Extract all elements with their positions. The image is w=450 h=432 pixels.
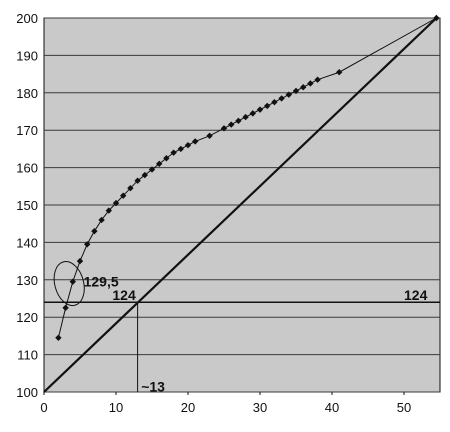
data-point (271, 98, 278, 106)
x-tick-label: 0 (40, 400, 47, 415)
x-tick-label: 30 (253, 400, 267, 415)
x-tick-label: 10 (109, 400, 123, 415)
y-tick-label: 170 (16, 123, 38, 138)
series-line (43, 17, 438, 393)
data-point (84, 241, 91, 248)
data-point (228, 121, 235, 128)
y-tick-label: 160 (16, 161, 38, 176)
data-point (148, 166, 156, 173)
data-point (91, 227, 98, 235)
data-point (156, 160, 163, 168)
axes: 100 110 120 130 140 150 160 170 180 190 200 0 10 20 30… (16, 11, 411, 415)
data-point (292, 87, 300, 95)
data-point (192, 138, 199, 145)
data-point (62, 304, 69, 312)
data-point (307, 80, 314, 87)
data-point (220, 125, 228, 132)
y-tick-label: 200 (16, 11, 38, 26)
data-point (98, 216, 105, 224)
data-point (170, 149, 177, 156)
data-point (69, 278, 76, 285)
data-point (120, 192, 127, 199)
annotation-label: 124 (404, 287, 428, 303)
data-point (242, 113, 249, 121)
y-tick-label: 130 (16, 273, 38, 288)
data-point (127, 184, 134, 192)
data-point (105, 207, 112, 214)
data-point (184, 141, 192, 149)
x-tick-label: 40 (325, 400, 339, 415)
y-tick-label: 110 (17, 348, 38, 363)
gridlines (44, 17, 440, 393)
y-tick-label: 190 (16, 48, 38, 63)
data-point (206, 132, 213, 140)
data-point (112, 199, 120, 207)
data-point (300, 83, 307, 91)
data-point (55, 334, 62, 341)
annotation-label: 129,5 (84, 274, 119, 290)
data-point (278, 95, 285, 102)
data-point (264, 102, 271, 110)
y-tick-label: 150 (16, 198, 38, 213)
y-tick-label: 140 (16, 235, 38, 250)
y-tick-label: 120 (16, 310, 38, 325)
annotation-ellipse (53, 261, 85, 307)
y-tick-label: 100 (16, 385, 38, 400)
reference-lines (44, 301, 440, 392)
data-point (235, 117, 242, 125)
data-point (249, 110, 256, 117)
x-tick-label: 20 (181, 400, 195, 415)
data-point (256, 106, 264, 113)
data-point (314, 76, 321, 83)
series (43, 14, 440, 393)
data-point (177, 145, 184, 153)
data-point (76, 257, 84, 265)
annotation-label: ~13 (141, 378, 165, 394)
y-tick-label: 180 (16, 86, 38, 101)
data-point (134, 177, 141, 184)
data-point (163, 155, 170, 162)
data-point (141, 171, 148, 179)
annotation-label: 124 (112, 287, 136, 303)
data-point (336, 69, 343, 76)
data-point (285, 91, 292, 98)
x-tick-label: 50 (397, 400, 411, 415)
